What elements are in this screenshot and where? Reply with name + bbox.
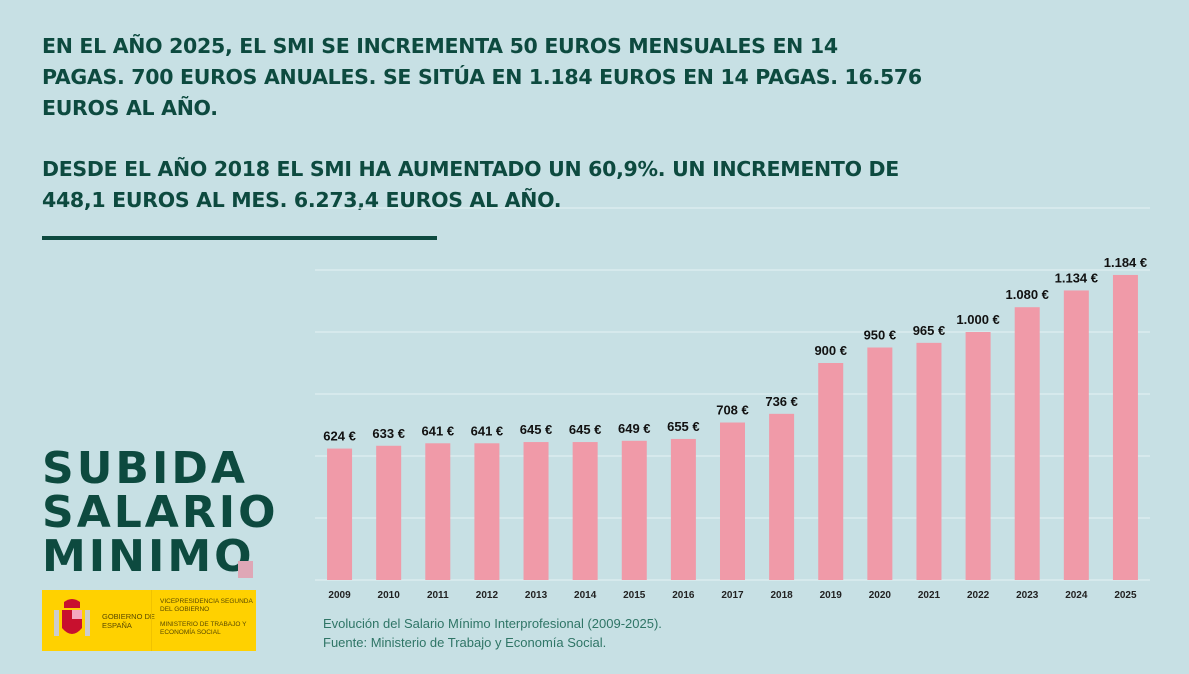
bar-2022	[965, 332, 991, 580]
bar-2019	[818, 363, 844, 580]
x-tick-label: 2021	[918, 590, 941, 601]
data-label: 965 €	[913, 323, 946, 338]
subida-salario-minimo-logo: SUBIDA SALARIO MINIMO	[42, 443, 279, 582]
bar-2020	[867, 347, 893, 580]
bar-2024	[1063, 290, 1089, 580]
data-label: 1.134 €	[1055, 270, 1098, 285]
bar-2009	[327, 448, 353, 580]
data-label: 624 €	[323, 429, 356, 444]
bar-2015	[621, 440, 647, 580]
x-tick-label: 2022	[967, 590, 990, 601]
x-tick-label: 2023	[1016, 590, 1039, 601]
logo-accent-square	[238, 561, 253, 578]
ministerio-text: MINISTERIO DE TRABAJO Y ECONOMÍA SOCIAL	[160, 621, 247, 636]
logo-line: SUBIDA	[42, 443, 248, 494]
bar-2010	[376, 445, 402, 580]
x-tick-label: 2014	[574, 590, 597, 601]
headline-paragraph-1: EN EL AÑO 2025, EL SMI SE INCREMENTA 50 …	[42, 34, 922, 120]
headline-paragraph-2: DESDE EL AÑO 2018 EL SMI HA AUMENTADO UN…	[42, 157, 899, 212]
x-tick-label: 2019	[820, 590, 843, 601]
bar-2021	[916, 342, 942, 580]
x-tick-label: 2024	[1065, 590, 1088, 601]
logo-line: MINIMO	[42, 531, 255, 582]
x-tick-label: 2017	[721, 590, 744, 601]
data-label: 1.080 €	[1006, 287, 1049, 302]
government-logo: GOBIERNO DE ESPAÑA VICEPRESIDENCIA SEGUN…	[42, 590, 256, 651]
bar-2018	[769, 413, 795, 580]
data-label: 1.184 €	[1104, 255, 1147, 270]
data-label: 649 €	[618, 421, 651, 436]
bar-2011	[425, 443, 451, 580]
bar-2012	[474, 443, 500, 580]
data-label: 708 €	[716, 403, 749, 418]
x-tick-label: 2016	[672, 590, 695, 601]
bar-2023	[1014, 307, 1040, 580]
data-label: 900 €	[814, 343, 847, 358]
data-label: 641 €	[422, 423, 455, 438]
vicepresidencia-text: VICEPRESIDENCIA SEGUNDA DEL GOBIERNO	[160, 598, 253, 613]
data-label: 645 €	[569, 422, 602, 437]
chart-caption: Evolución del Salario Mínimo Interprofes…	[323, 616, 662, 631]
data-label: 736 €	[765, 394, 798, 409]
bar-2017	[720, 422, 745, 580]
x-tick-label: 2013	[525, 590, 548, 601]
bar-2025	[1112, 274, 1138, 580]
x-tick-label: 2020	[869, 590, 892, 601]
x-tick-label: 2011	[427, 590, 449, 601]
x-tick-label: 2010	[378, 590, 401, 601]
logo-line: SALARIO	[42, 487, 279, 538]
gobierno-de-espana-text: GOBIERNO DE ESPAÑA	[102, 612, 155, 630]
data-label: 950 €	[864, 328, 897, 343]
data-label: 641 €	[471, 423, 504, 438]
data-label: 645 €	[520, 422, 553, 437]
chart-source: Fuente: Ministerio de Trabajo y Economía…	[323, 635, 607, 650]
x-tick-label: 2018	[770, 590, 793, 601]
x-tick-label: 2015	[623, 590, 646, 601]
x-tick-label: 2009	[328, 590, 351, 601]
data-label: 1.000 €	[956, 312, 999, 327]
data-label: 655 €	[667, 419, 700, 434]
x-tick-label: 2012	[476, 590, 499, 601]
data-label: 633 €	[372, 426, 405, 441]
x-tick-label: 2025	[1114, 590, 1137, 601]
coat-of-arms-icon	[54, 599, 90, 636]
bar-2016	[670, 438, 696, 580]
bar-2014	[572, 442, 598, 580]
bar-2013	[523, 442, 549, 580]
divider	[42, 236, 437, 240]
separator	[151, 590, 152, 651]
